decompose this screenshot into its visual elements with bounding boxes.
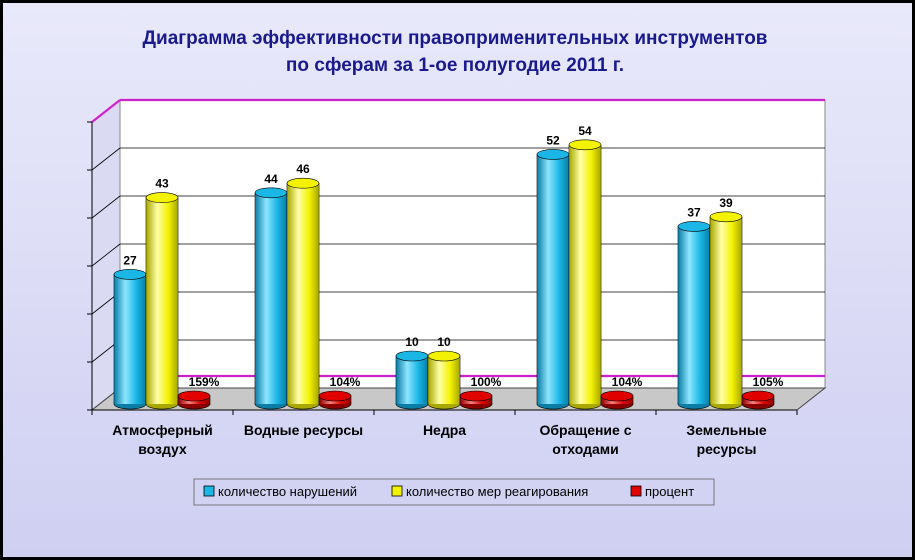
bar-top bbox=[145, 192, 179, 203]
bar-fill bbox=[255, 192, 287, 404]
category-label: Недра bbox=[423, 422, 466, 438]
category-label: воздух bbox=[138, 441, 187, 457]
data-label: 46 bbox=[296, 162, 310, 176]
bar-top bbox=[709, 211, 743, 223]
bar-top bbox=[741, 390, 775, 402]
bar-violations bbox=[254, 187, 288, 410]
legend-label-percent: процент bbox=[645, 484, 694, 499]
legend-label-measures: количество мер реагирования bbox=[406, 484, 588, 499]
legend-item-percent: процент bbox=[630, 484, 694, 499]
bar-percent bbox=[741, 390, 775, 410]
bar-measures bbox=[568, 139, 602, 410]
bar-top bbox=[600, 390, 634, 402]
legend-label-violations: количество нарушений bbox=[218, 484, 357, 499]
bar-violations bbox=[395, 350, 429, 410]
bar-top bbox=[113, 269, 147, 280]
legend-box bbox=[193, 478, 715, 506]
bar-violations bbox=[677, 221, 711, 410]
data-label: 100% bbox=[471, 375, 502, 389]
legend-swatch-percent bbox=[630, 485, 642, 497]
bar-top bbox=[459, 390, 493, 402]
data-label: 43 bbox=[155, 177, 169, 191]
data-label: 10 bbox=[405, 335, 419, 349]
data-labels: 27 44 10 52 37 43 46 10 54 39 159% 104% 100% 104% 105% bbox=[123, 124, 783, 389]
reference-line-top-side bbox=[91, 99, 121, 123]
bar-top bbox=[177, 390, 211, 402]
data-label: 104% bbox=[612, 375, 643, 389]
data-label: 159% bbox=[189, 375, 220, 389]
bar-violations bbox=[536, 149, 570, 410]
bar-fill bbox=[537, 154, 569, 404]
bar-top bbox=[254, 187, 288, 199]
data-label: 27 bbox=[123, 253, 137, 267]
bar-measures bbox=[145, 192, 179, 410]
bar-measures bbox=[427, 350, 461, 410]
bar-percent bbox=[459, 390, 493, 410]
bar-top bbox=[677, 221, 711, 232]
bar-measures bbox=[709, 211, 743, 410]
bar-fill bbox=[569, 144, 601, 405]
category-label: ресурсы bbox=[697, 441, 757, 457]
category-label: Водные ресурсы bbox=[244, 422, 363, 438]
bar-fill bbox=[710, 216, 742, 404]
legend-item-measures: количество мер реагирования bbox=[391, 484, 588, 499]
category-label: отходами bbox=[552, 441, 619, 457]
bar-fill bbox=[146, 197, 178, 404]
bar-top bbox=[395, 350, 429, 362]
legend-item-violations: количество нарушений bbox=[203, 484, 357, 499]
data-label: 10 bbox=[437, 335, 451, 349]
chart-title-line-2: по сферам за 1-ое полугодие 2011 г. bbox=[286, 55, 624, 76]
bar-top bbox=[318, 390, 352, 402]
bar-measures bbox=[286, 177, 320, 410]
gridline-side bbox=[91, 147, 121, 171]
data-label: 105% bbox=[753, 375, 784, 389]
data-label: 104% bbox=[330, 375, 361, 389]
legend: количество нарушений количество мер реаг… bbox=[193, 478, 715, 506]
category-label: Земельные bbox=[686, 422, 766, 438]
chart-frame: Диаграмма эффективности правоприменитель… bbox=[3, 3, 912, 557]
bar-fill bbox=[396, 356, 428, 404]
data-label: 39 bbox=[719, 196, 733, 210]
bar-top bbox=[536, 149, 570, 160]
category-label: Атмосферный bbox=[112, 422, 213, 438]
data-label: 54 bbox=[578, 124, 592, 138]
bar-top bbox=[568, 139, 602, 151]
bar-percent bbox=[177, 390, 211, 410]
category-labels: Атмосферный воздух Водные ресурсы Недра Обра… bbox=[112, 422, 767, 457]
bar-top bbox=[286, 177, 320, 189]
bar-fill bbox=[114, 274, 146, 404]
data-label: 52 bbox=[546, 133, 560, 147]
bar-percent bbox=[600, 390, 634, 410]
legend-swatch-violations bbox=[203, 485, 215, 497]
bars bbox=[113, 139, 775, 410]
bar-fill bbox=[287, 183, 319, 404]
bar-fill bbox=[678, 226, 710, 404]
chart-title-line-1: Диаграмма эффективности правоприменитель… bbox=[142, 28, 767, 49]
data-label: 44 bbox=[264, 172, 278, 186]
gridline-side bbox=[91, 195, 121, 219]
bar-fill bbox=[428, 356, 460, 404]
bar-top bbox=[427, 350, 461, 362]
chart: Диаграмма эффективности правоприменитель… bbox=[87, 28, 827, 506]
bar-violations bbox=[113, 269, 147, 410]
data-label: 37 bbox=[687, 205, 701, 219]
gridline-side bbox=[91, 243, 121, 267]
bar-percent bbox=[318, 390, 352, 410]
legend-swatch-measures bbox=[391, 485, 403, 497]
category-label: Обращение с bbox=[540, 422, 632, 438]
